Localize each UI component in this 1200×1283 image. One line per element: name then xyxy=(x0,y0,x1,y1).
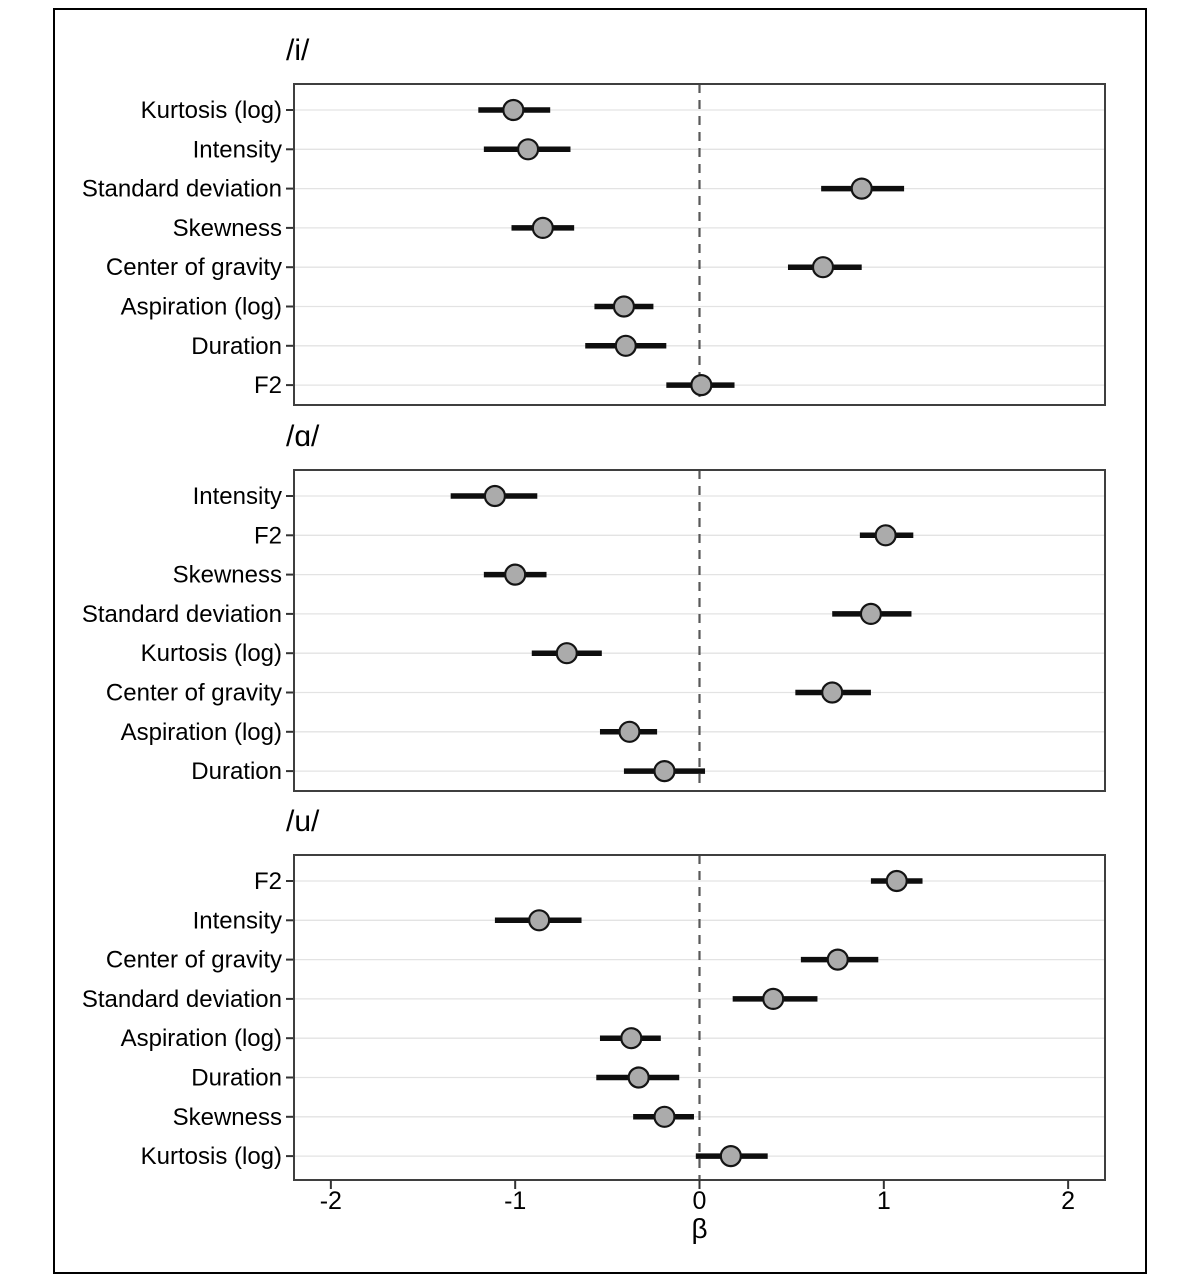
category-label: Duration xyxy=(191,333,282,360)
category-label: Aspiration (log) xyxy=(121,294,282,321)
estimate-point xyxy=(516,138,540,161)
estimate-point xyxy=(555,642,578,665)
category-label: Skewness xyxy=(173,1104,282,1131)
category-label: Skewness xyxy=(173,215,282,242)
category-label: Skewness xyxy=(173,562,282,589)
panel-title: /ɑ/ xyxy=(286,420,320,453)
category-label: Standard deviation xyxy=(82,601,282,628)
estimate-point xyxy=(612,295,636,318)
estimate-point xyxy=(850,177,873,200)
category-label: Center of gravity xyxy=(106,680,282,707)
x-tick-label: 0 xyxy=(693,1187,707,1215)
panel-title: /u/ xyxy=(286,805,320,838)
estimate-point xyxy=(627,1066,650,1089)
category-label: Intensity xyxy=(193,136,282,163)
category-label: Kurtosis (log) xyxy=(141,1143,282,1170)
panel-2: /ɑ/Intensity F2 Skewness Standard deviation… xyxy=(82,420,1106,792)
category-label: Intensity xyxy=(193,483,282,510)
panels-group: /i/Kurtosis (log) Intensity Standard devia… xyxy=(82,34,1106,1181)
x-tick-label: -2 xyxy=(320,1187,342,1215)
estimate-point xyxy=(874,524,897,547)
estimate-point xyxy=(821,681,844,704)
category-label: Aspiration (log) xyxy=(121,1025,282,1052)
category-label: F2 xyxy=(254,372,282,399)
estimate-point xyxy=(859,602,883,626)
category-label: Kurtosis (log) xyxy=(141,640,282,667)
category-label: F2 xyxy=(254,522,282,549)
figure-outer-border xyxy=(53,8,1147,1274)
category-label: Standard deviation xyxy=(82,176,282,203)
estimate-point xyxy=(762,987,785,1011)
panel-border xyxy=(293,83,1106,406)
panel-title: /i/ xyxy=(286,34,310,67)
estimate-point xyxy=(690,374,713,397)
panel-border xyxy=(293,469,1106,792)
estimate-point xyxy=(719,1144,742,1168)
estimate-point xyxy=(483,484,507,508)
x-tick-label: 2 xyxy=(1061,1187,1075,1215)
category-label: Duration xyxy=(191,758,282,785)
estimate-point xyxy=(528,909,551,932)
estimate-point xyxy=(653,1105,676,1128)
category-label: Center of gravity xyxy=(106,947,282,974)
x-axis-title: β xyxy=(691,1213,707,1244)
category-label: Duration xyxy=(191,1065,282,1092)
panel-3: /u/F2 Intensity Center of gravity Standard … xyxy=(82,805,1106,1181)
estimate-point xyxy=(885,869,908,893)
category-label: Aspiration (log) xyxy=(121,719,282,746)
estimate-point xyxy=(826,948,849,971)
category-label: Kurtosis (log) xyxy=(141,97,282,124)
estimate-point xyxy=(502,98,525,122)
estimate-point xyxy=(618,720,641,743)
estimate-point xyxy=(620,1027,643,1050)
estimate-point xyxy=(614,334,637,357)
category-label: F2 xyxy=(254,868,282,895)
x-tick-label: -1 xyxy=(504,1187,526,1215)
category-label: Standard deviation xyxy=(82,986,282,1013)
estimate-point xyxy=(653,759,676,783)
category-label: Center of gravity xyxy=(106,254,282,281)
x-axis-group: -2 -1 0 1 2 xyxy=(320,1180,1075,1215)
x-tick-label: 1 xyxy=(877,1187,891,1215)
estimate-point xyxy=(811,256,835,279)
category-label: Intensity xyxy=(193,907,282,934)
estimate-point xyxy=(504,563,527,586)
panel-1: /i/Kurtosis (log) Intensity Standard devia… xyxy=(82,34,1106,406)
estimate-point xyxy=(531,216,554,239)
